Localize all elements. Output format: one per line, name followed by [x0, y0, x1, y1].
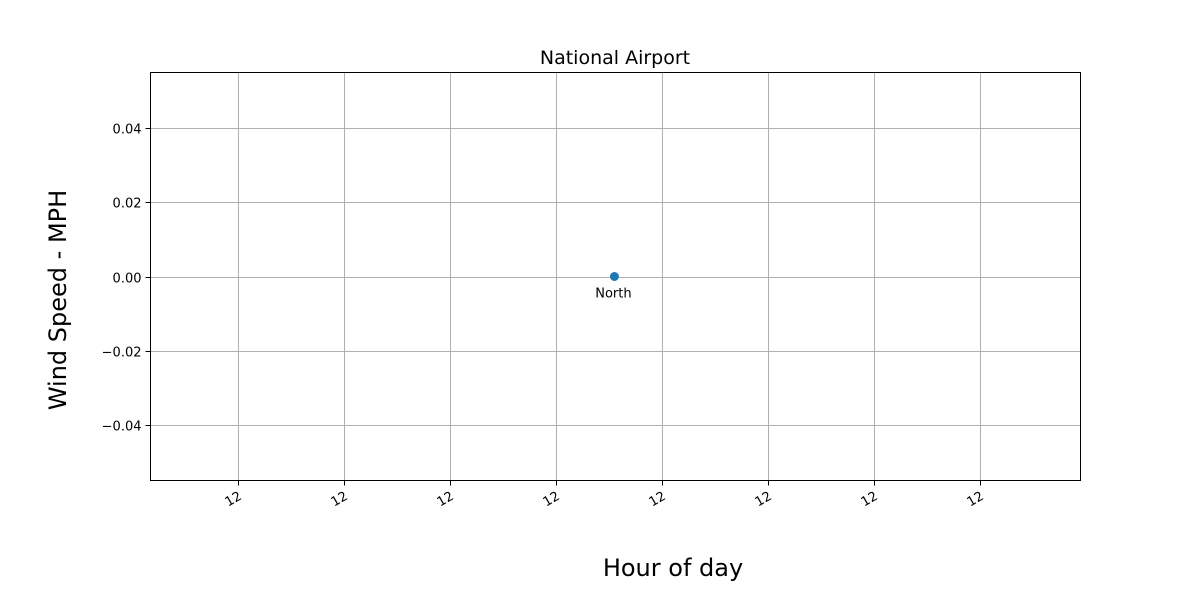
x-tick-label: 12 — [965, 489, 987, 510]
grid-lines — [150, 72, 1081, 481]
data-point — [609, 272, 619, 281]
x-tick-label: 12 — [435, 489, 457, 510]
x-tick-label: 12 — [223, 489, 245, 510]
y-axis-title: Wind Speed - MPH — [44, 190, 72, 410]
y-tick-label: 0.04 — [113, 123, 142, 138]
y-tick-label: −0.02 — [102, 346, 142, 361]
plot-area — [150, 72, 1081, 481]
point-annotations: North — [595, 287, 631, 302]
chart-title: National Airport — [540, 47, 690, 69]
x-tick-label: 12 — [541, 489, 563, 510]
data-points — [609, 272, 619, 281]
x-axis-title: Hour of day — [603, 554, 743, 582]
y-axis-ticks: 0.04 0.02 0.00 −0.02 −0.04 — [102, 123, 151, 435]
x-tick-label: 12 — [647, 489, 669, 510]
point-label: North — [595, 287, 631, 302]
x-axis-ticks: 12 12 12 12 12 12 12 12 — [223, 480, 987, 510]
y-tick-label: −0.04 — [102, 420, 142, 435]
x-tick-label: 12 — [753, 489, 775, 510]
y-tick-label: 0.02 — [113, 197, 142, 212]
x-tick-label: 12 — [859, 489, 881, 510]
y-tick-label: 0.00 — [113, 272, 142, 287]
x-tick-label: 12 — [329, 489, 351, 510]
